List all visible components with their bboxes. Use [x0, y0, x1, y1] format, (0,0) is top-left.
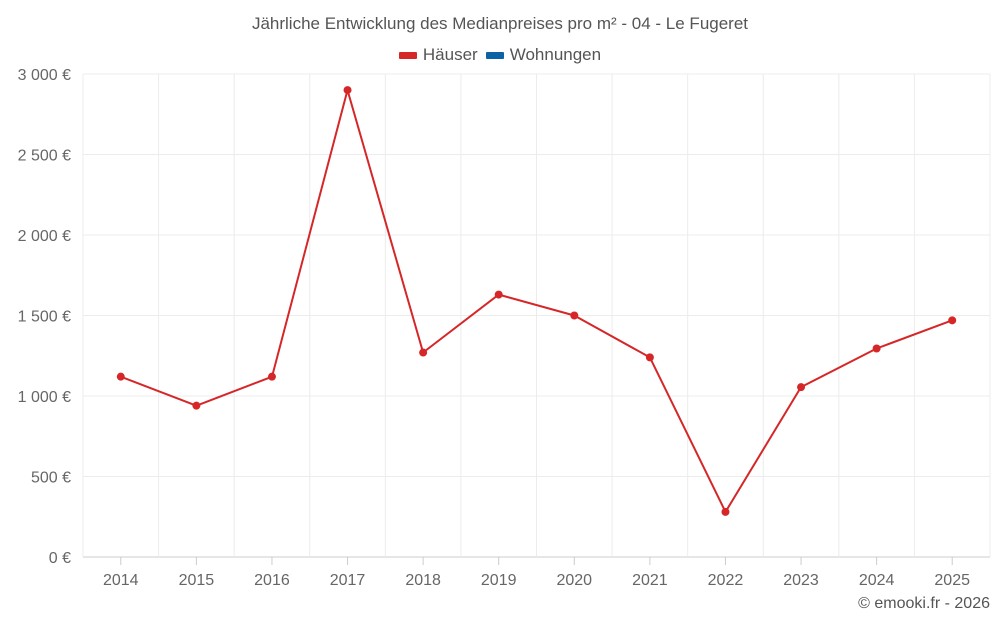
x-tick-label: 2019	[481, 572, 517, 589]
x-tick-label: 2025	[934, 572, 970, 589]
grid	[82, 73, 991, 558]
x-tick-label: 2023	[783, 572, 819, 589]
x-tick-label: 2024	[859, 572, 895, 589]
axes: 0 € 500 € 1 000 € 1 500 € 2 000 € 2 500 € 3 00…	[18, 67, 970, 589]
legend-label-apartments: Wohnungen	[509, 45, 602, 64]
y-tick-label: 3 000 €	[18, 67, 71, 84]
x-tick-label: 2014	[103, 572, 139, 589]
legend-item-houses[interactable]: Häuser	[398, 45, 478, 65]
legend-item-apartments[interactable]: Wohnungen	[485, 45, 602, 65]
data-point	[570, 311, 579, 320]
y-tick-label: 2 500 €	[18, 148, 71, 165]
x-tick-label: 2016	[254, 572, 290, 589]
y-tick-label: 1 500 €	[18, 309, 71, 326]
data-point	[797, 383, 806, 392]
data-point	[948, 316, 957, 325]
data-point	[494, 290, 503, 299]
y-tick-label: 500 €	[31, 470, 71, 487]
x-tick-label: 2020	[556, 572, 592, 589]
y-tick-label: 2 000 €	[18, 228, 71, 245]
data-point	[721, 507, 730, 516]
legend-swatch-houses	[398, 51, 417, 59]
y-tick-label: 1 000 €	[18, 389, 71, 406]
data-point	[645, 353, 654, 362]
data-point	[419, 348, 428, 357]
chart-title: Jährliche Entwicklung des Medianpreises …	[251, 14, 749, 33]
data-point	[872, 344, 881, 353]
data-point	[267, 372, 276, 381]
data-point	[192, 401, 201, 410]
data-point	[343, 86, 352, 95]
credit-text: © emooki.fr - 2026	[858, 595, 990, 612]
x-tick-label: 2021	[632, 572, 668, 589]
legend-label-houses: Häuser	[422, 45, 478, 64]
legend-swatch-apartments	[485, 51, 504, 59]
y-tick-label: 0 €	[49, 550, 71, 567]
series-layer	[116, 86, 957, 516]
legend: Häuser Wohnungen	[0, 45, 1000, 65]
data-point	[116, 372, 125, 381]
series-line-houses	[120, 89, 953, 513]
x-tick-label: 2018	[405, 572, 441, 589]
x-tick-label: 2017	[330, 572, 366, 589]
x-tick-label: 2022	[708, 572, 744, 589]
x-tick-label: 2015	[179, 572, 215, 589]
